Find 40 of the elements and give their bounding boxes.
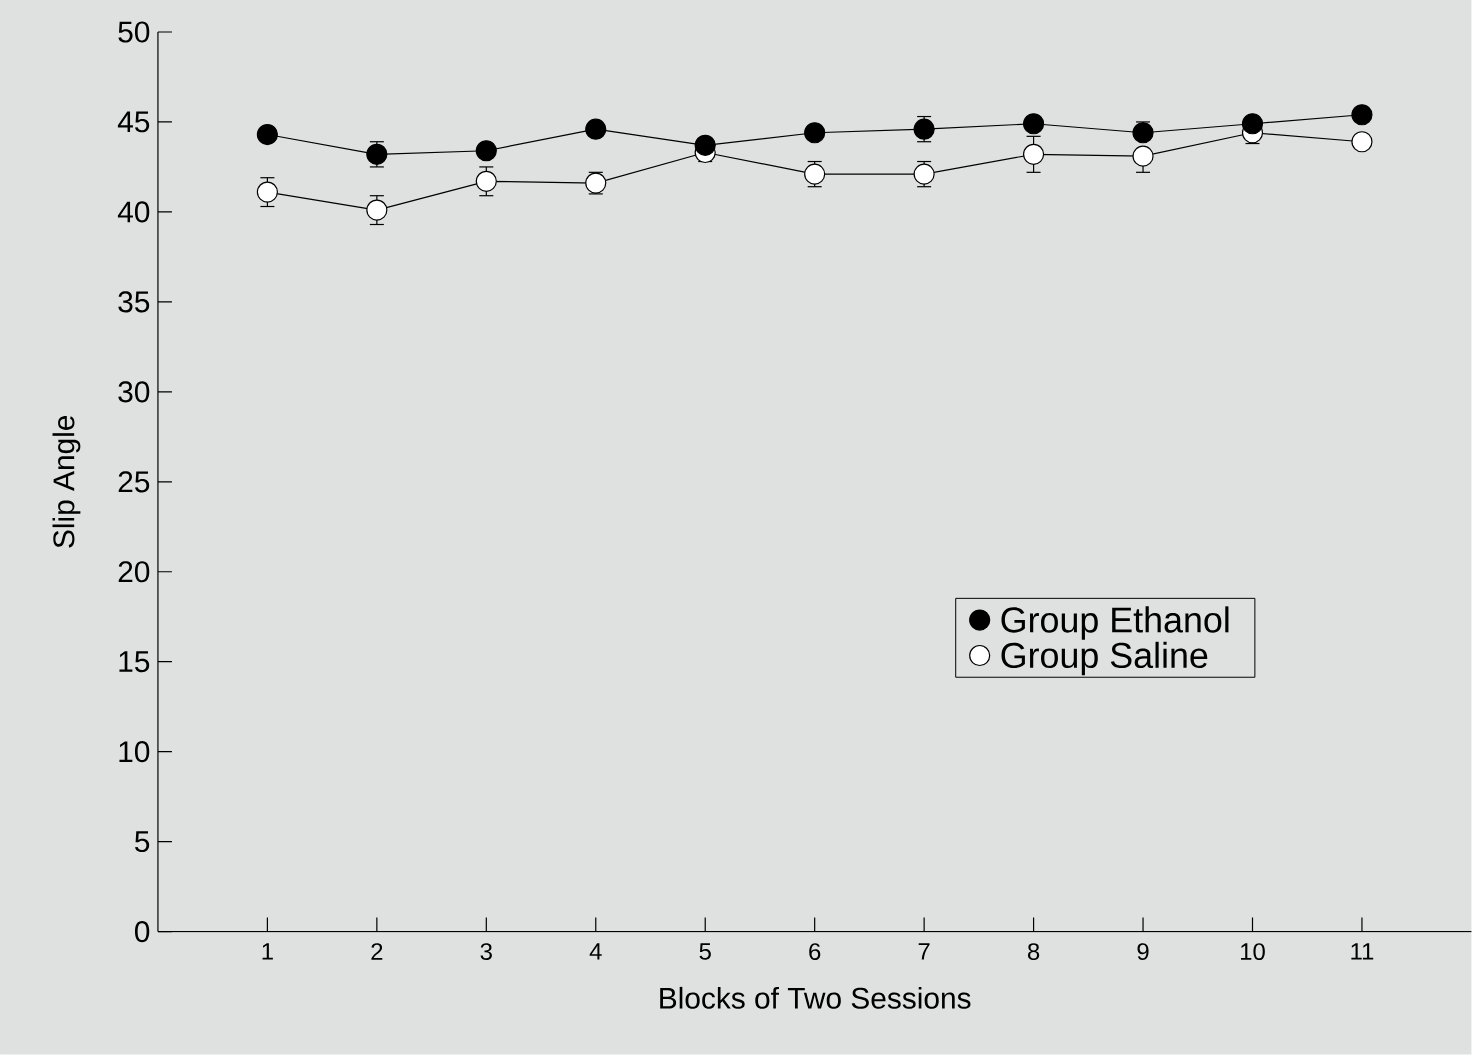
x-tick-label: 9 (1137, 943, 1149, 961)
point (475, 140, 497, 162)
y-tick-label: 20 (118, 561, 150, 583)
x-tick-label: 11 (1351, 943, 1374, 960)
point (256, 124, 278, 146)
y-tick-label: 10 (119, 741, 150, 763)
legend-label: Group Saline (1001, 642, 1208, 676)
point (1022, 143, 1045, 166)
point (366, 199, 388, 221)
point (1022, 113, 1045, 135)
y-axis-title: Slip Angle (52, 416, 81, 548)
point (1241, 113, 1264, 135)
point (1351, 131, 1373, 153)
y-tick-label: 0 (134, 921, 150, 943)
x-tick-label: 4 (589, 943, 602, 960)
x-tick-label: 3 (480, 943, 492, 961)
point (1132, 145, 1154, 167)
point (256, 181, 278, 203)
legend-label: Group Ethanol (1001, 606, 1229, 640)
y-tick-label: 40 (117, 201, 150, 223)
point (1132, 122, 1154, 144)
x-tick-label: 7 (918, 943, 930, 960)
y-tick-label: 35 (118, 291, 150, 313)
x-tick-label: 2 (371, 943, 383, 961)
y-tick-label: 15 (119, 651, 150, 673)
y-tick-label: 5 (135, 831, 150, 853)
x-tick-label: 8 (1027, 943, 1040, 961)
x-axis-title: Blocks of Two Sessions (660, 987, 971, 1010)
y-tick-label: 45 (117, 111, 150, 133)
point (804, 122, 826, 144)
x-tick-label: 1 (262, 943, 273, 960)
point (694, 134, 716, 157)
x-tick-label: 6 (809, 943, 821, 961)
y-tick-label: 25 (118, 471, 150, 493)
y-tick-label: 30 (118, 381, 150, 403)
x-tick-label: 10 (1241, 943, 1265, 961)
x-tick-label: 5 (699, 943, 711, 961)
point (585, 118, 607, 140)
y-tick-label: 50 (118, 21, 150, 43)
point (1351, 104, 1373, 126)
